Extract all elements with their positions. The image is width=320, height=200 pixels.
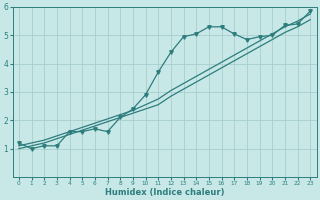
X-axis label: Humidex (Indice chaleur): Humidex (Indice chaleur) — [105, 188, 224, 197]
